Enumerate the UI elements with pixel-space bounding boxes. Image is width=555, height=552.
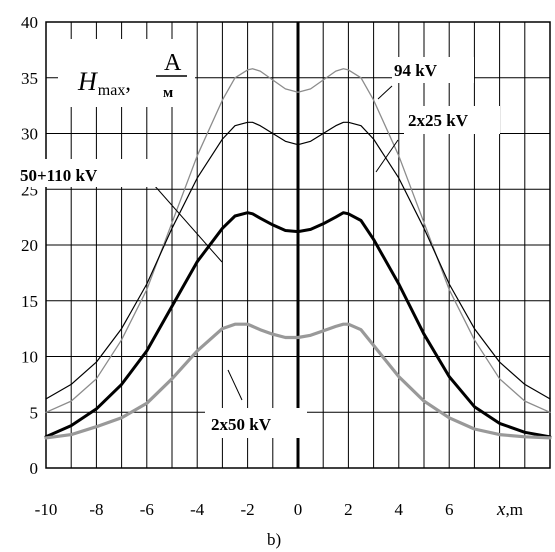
x-tick-label: -4: [190, 500, 205, 519]
label-bg-50-110kv: [16, 159, 166, 187]
xlabel: x,m: [496, 499, 523, 520]
label-bg-2x25kv: [404, 106, 500, 134]
series-line-2x50-kv: [44, 322, 552, 440]
ylabel-unit-denominator: м: [163, 85, 173, 101]
x-tick-label: 4: [395, 500, 404, 519]
x-tick-label: 2: [344, 500, 353, 519]
ylabel-subscript: max: [98, 82, 126, 99]
caption: b): [267, 530, 281, 549]
label-bg-94kv: [392, 57, 474, 83]
series-label-2x25kv: 2x25 kV: [408, 111, 469, 130]
series-layer: [44, 68, 552, 440]
y-tick-label: 40: [21, 13, 38, 32]
xlabel-symbol: x: [496, 499, 506, 520]
series-label-94kv: 94 kV: [394, 61, 438, 80]
y-tick-label: 35: [21, 69, 38, 88]
x-tick-label: -6: [140, 500, 154, 519]
y-tick-label: 10: [21, 348, 38, 367]
series-line-94-kv: [45, 68, 551, 413]
series-label-50-110kv: 50+110 kV: [20, 166, 98, 185]
series-line-50-110-kv: [44, 211, 552, 439]
xlabel-unit: m: [510, 500, 523, 519]
x-tick-label: 0: [294, 500, 303, 519]
series-label-2x50kv: 2x50 kV: [211, 415, 272, 434]
y-tick-label: 5: [30, 403, 39, 422]
ylabel-symbol: H: [77, 67, 98, 96]
y-tick-label: 20: [21, 236, 38, 255]
ylabel: Hmax,: [77, 67, 131, 99]
x-tick-label: -10: [35, 500, 58, 519]
x-tick-label: 6: [445, 500, 454, 519]
y-tick-label: 30: [21, 125, 38, 144]
y-tick-label: 15: [21, 292, 38, 311]
series-line-2x25-kv: [45, 121, 551, 400]
series-leaders: [153, 85, 399, 401]
ylabel-unit-numerator: A: [164, 50, 182, 76]
label-bg-2x50kv: [205, 408, 307, 438]
ylabel-background: [58, 39, 195, 107]
x-tick-label: -2: [241, 500, 255, 519]
x-tick-label: -8: [89, 500, 103, 519]
y-tick-label: 0: [30, 459, 39, 478]
